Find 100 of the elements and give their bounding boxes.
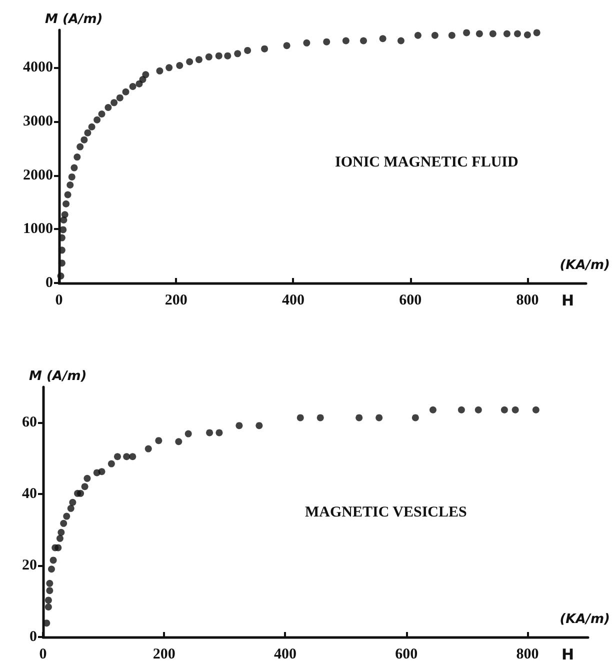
point (84, 129, 92, 136)
point (514, 30, 521, 38)
point (532, 406, 540, 414)
point (155, 437, 162, 444)
point (234, 50, 242, 58)
point (296, 414, 304, 422)
point (244, 46, 252, 54)
point (474, 406, 482, 414)
point (67, 504, 74, 512)
point (216, 429, 223, 436)
point (70, 164, 78, 172)
annotation: (KA/m) (560, 258, 610, 273)
point (412, 414, 419, 422)
y-tick-label: 20 (22, 558, 37, 574)
point (206, 429, 214, 436)
text: MAGNETIC VESICLES (305, 504, 467, 520)
point (379, 35, 386, 42)
point (69, 498, 76, 506)
point (156, 67, 164, 74)
x-tick-label: 800 (516, 292, 539, 308)
point (139, 76, 146, 84)
annotation: (KA/m) (560, 612, 610, 627)
y-tick-label: 1000 (23, 221, 53, 238)
point (476, 30, 483, 38)
point (503, 30, 510, 38)
point (186, 58, 194, 66)
point (60, 226, 67, 234)
point (116, 94, 124, 102)
x-tick-label: 800 (516, 646, 539, 662)
point (205, 53, 212, 60)
point (114, 453, 121, 460)
point (98, 110, 106, 118)
point (129, 453, 136, 460)
point (84, 474, 91, 482)
y-axis-title: M (A/m) (45, 12, 103, 27)
point (48, 566, 55, 573)
point (261, 45, 268, 52)
x-tick-label: 600 (395, 646, 418, 662)
x-axis-title: H (561, 292, 574, 310)
point (76, 143, 84, 150)
point (175, 438, 182, 446)
point (58, 234, 66, 242)
point (533, 29, 540, 36)
point (74, 154, 81, 161)
point (81, 483, 88, 490)
point (431, 32, 438, 39)
point (94, 116, 101, 124)
point (356, 414, 363, 422)
x-tick-label: 200 (152, 646, 176, 662)
point (77, 490, 84, 497)
point (44, 596, 52, 604)
point (414, 32, 422, 39)
point (68, 173, 76, 180)
x-axis-title: H (561, 646, 574, 664)
point (60, 520, 68, 527)
point (342, 37, 350, 44)
x-tick-label: 200 (164, 292, 188, 308)
point (256, 422, 263, 430)
point (323, 38, 330, 46)
y-tick-label: 40 (22, 486, 37, 502)
point (376, 414, 383, 422)
point (316, 414, 324, 422)
point (64, 191, 72, 198)
y-tick-label: 2000 (23, 167, 53, 184)
point (397, 37, 404, 44)
point (58, 260, 66, 267)
point (44, 604, 52, 610)
point (54, 544, 62, 552)
point (429, 406, 436, 414)
y-tick-label: 4000 (23, 60, 53, 76)
x-tick-label: 600 (399, 292, 422, 308)
point (283, 42, 290, 50)
point (57, 272, 64, 280)
point (489, 30, 496, 38)
point (448, 32, 456, 39)
x-tick-label: 400 (282, 292, 304, 308)
point (58, 246, 66, 254)
point (62, 200, 70, 208)
point (58, 528, 65, 536)
point (458, 406, 465, 414)
point (80, 136, 88, 144)
point (303, 39, 310, 46)
point (463, 29, 470, 36)
x-tick-label: 400 (274, 646, 296, 662)
y-axis-title: M (A/m) (29, 369, 87, 384)
point (224, 52, 232, 60)
y-tick-label: 0 (30, 629, 37, 645)
point (129, 83, 136, 90)
point (66, 182, 74, 189)
point (50, 556, 57, 564)
point (524, 31, 531, 38)
point (360, 37, 367, 44)
point (56, 534, 64, 542)
text: IONIC MAGNETIC FLUID (335, 154, 519, 170)
point (500, 406, 508, 414)
point (104, 104, 112, 112)
point (46, 587, 54, 594)
point (184, 430, 192, 438)
point (144, 445, 152, 452)
x-tick-label: 0 (55, 292, 63, 308)
